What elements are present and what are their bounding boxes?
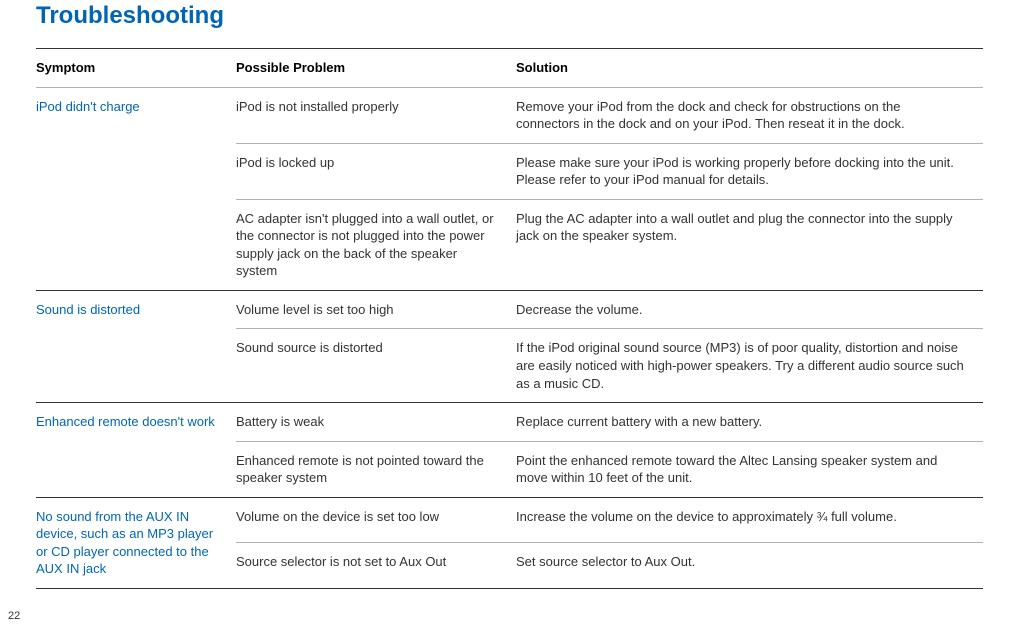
problem-cell: Volume level is set too high [236, 290, 516, 329]
symptom-cell: iPod didn't charge [36, 87, 236, 290]
solution-cell: Replace current battery with a new batte… [516, 403, 983, 442]
table-row: iPod didn't charge iPod is not installed… [36, 87, 983, 143]
table-row: Sound is distorted Volume level is set t… [36, 290, 983, 329]
symptom-cell: No sound from the AUX IN device, such as… [36, 497, 236, 588]
solution-cell: Remove your iPod from the dock and check… [516, 87, 983, 143]
problem-cell: AC adapter isn't plugged into a wall out… [236, 199, 516, 290]
symptom-cell: Enhanced remote doesn't work [36, 403, 236, 498]
solution-cell: Decrease the volume. [516, 290, 983, 329]
problem-cell: Source selector is not set to Aux Out [236, 543, 516, 589]
problem-cell: Enhanced remote is not pointed toward th… [236, 441, 516, 497]
header-problem: Possible Problem [236, 49, 516, 88]
page-title: Troubleshooting [36, 0, 983, 30]
table-header-row: Symptom Possible Problem Solution [36, 49, 983, 88]
problem-cell: iPod is locked up [236, 143, 516, 199]
problem-cell: Battery is weak [236, 403, 516, 442]
problem-cell: Volume on the device is set too low [236, 497, 516, 543]
table-row: No sound from the AUX IN device, such as… [36, 497, 983, 543]
problem-cell: iPod is not installed properly [236, 87, 516, 143]
symptom-cell: Sound is distorted [36, 290, 236, 402]
page-number: 22 [8, 610, 20, 622]
troubleshooting-table: Symptom Possible Problem Solution iPod d… [36, 48, 983, 589]
solution-cell: Set source selector to Aux Out. [516, 543, 983, 589]
header-solution: Solution [516, 49, 983, 88]
solution-cell: Increase the volume on the device to app… [516, 497, 983, 543]
table-row: Enhanced remote doesn't work Battery is … [36, 403, 983, 442]
solution-cell: If the iPod original sound source (MP3) … [516, 329, 983, 403]
solution-cell: Plug the AC adapter into a wall outlet a… [516, 199, 983, 290]
header-symptom: Symptom [36, 49, 236, 88]
problem-cell: Sound source is distorted [236, 329, 516, 403]
solution-cell: Point the enhanced remote toward the Alt… [516, 441, 983, 497]
solution-cell: Please make sure your iPod is working pr… [516, 143, 983, 199]
